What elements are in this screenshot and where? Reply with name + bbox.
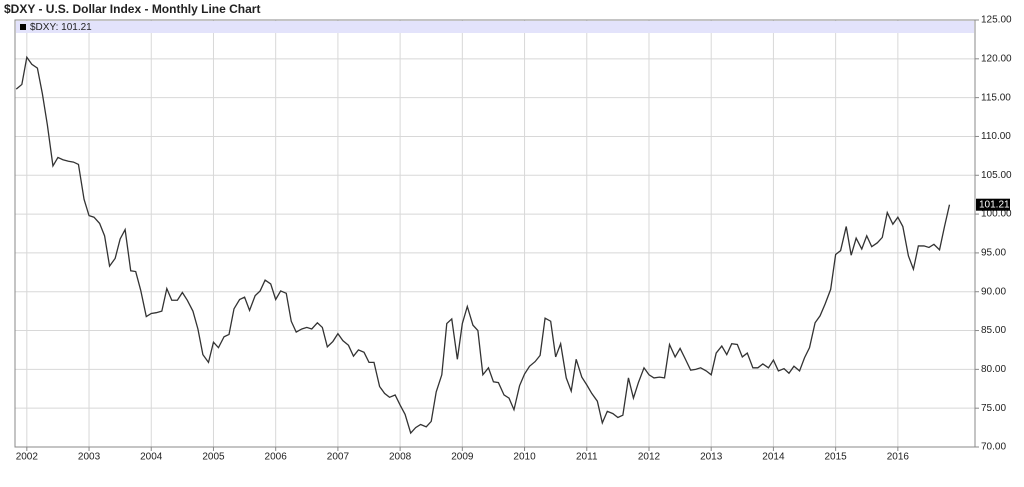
x-tick-label: 2002	[16, 452, 39, 463]
chart-title: $DXY - U.S. Dollar Index - Monthly Line …	[4, 2, 260, 16]
last-value-tag	[976, 198, 1010, 211]
x-tick-label: 2015	[825, 452, 848, 463]
plot-border	[14, 19, 976, 448]
x-tick-label: 2003	[78, 452, 101, 463]
y-tick-label: 85.00	[981, 325, 1006, 336]
y-tick-label: 70.00	[981, 442, 1006, 453]
last-value-label: 101.21	[979, 199, 1010, 210]
y-tick-label: 95.00	[981, 248, 1006, 259]
y-tick-label: 110.00	[981, 131, 1011, 142]
y-tick-label: 90.00	[981, 286, 1006, 297]
x-tick-label: 2010	[513, 452, 536, 463]
y-tick-label: 125.00	[981, 15, 1012, 26]
x-tick-label: 2014	[762, 452, 785, 463]
x-tick-label: 2005	[202, 452, 225, 463]
x-tick-label: 2006	[265, 452, 288, 463]
x-tick-label: 2004	[140, 452, 163, 463]
x-tick-label: 2008	[389, 452, 412, 463]
x-tick-label: 2011	[576, 452, 598, 463]
x-tick-label: 2016	[887, 452, 910, 463]
y-tick-label: 100.00	[981, 209, 1012, 220]
x-tick-label: 2013	[700, 452, 723, 463]
legend-label: $DXY: 101.21	[30, 22, 92, 33]
y-tick-label: 115.00	[981, 92, 1011, 103]
x-tick-label: 2012	[638, 452, 661, 463]
price-line	[15, 55, 951, 435]
y-tick-label: 75.00	[981, 403, 1006, 414]
legend-swatch	[20, 24, 26, 30]
y-tick-label: 80.00	[981, 364, 1006, 375]
x-tick-label: 2007	[327, 452, 350, 463]
y-tick-label: 120.00	[981, 53, 1012, 64]
x-tick-label: 2009	[451, 452, 474, 463]
y-tick-label: 105.00	[981, 170, 1012, 181]
legend-band	[16, 21, 974, 33]
plot-area	[15, 20, 975, 447]
